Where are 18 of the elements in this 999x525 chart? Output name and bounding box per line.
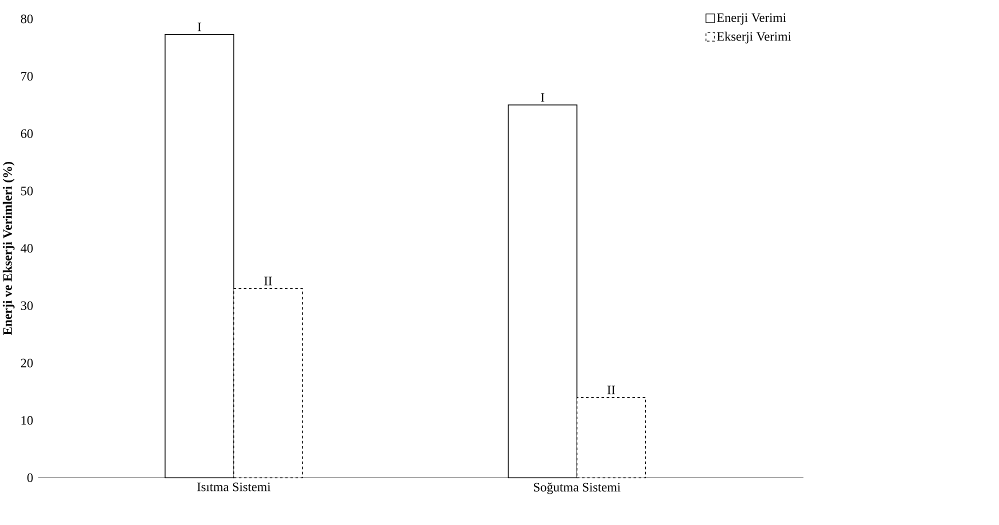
x-tick-label: Soğutma Sistemi — [534, 482, 620, 494]
y-tick-label: 80 — [20, 14, 33, 24]
data-label: II — [264, 276, 272, 286]
data-label: II — [607, 386, 616, 394]
y-tick-label: 40 — [20, 244, 33, 253]
y-tick-label: 60 — [20, 129, 33, 138]
y-tick-label: 0 — [27, 473, 33, 482]
y-tick-label: 10 — [22, 416, 33, 425]
legend-label: Enerji Verimi — [717, 13, 786, 25]
legend-label: Ekserji Verimi — [717, 32, 792, 44]
y-tick-label: 70 — [21, 72, 33, 81]
y-tick-label: 20 — [20, 358, 33, 368]
y-tick-label: 30 — [21, 301, 33, 310]
data-label: I — [540, 93, 544, 102]
x-tick-label: Isıtma Sistemi — [197, 482, 270, 492]
y-tick-label: 50 — [21, 186, 33, 196]
data-label: I — [198, 22, 202, 32]
y-axis-title: Enerji ve Ekserji Verimleri (%) — [2, 162, 15, 336]
